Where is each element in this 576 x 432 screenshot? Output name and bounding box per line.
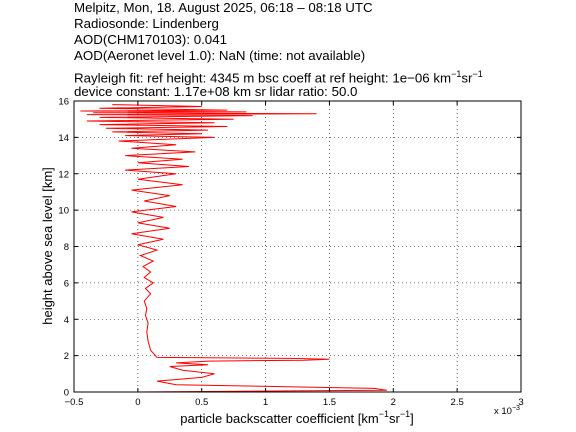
grid-lines [74, 101, 521, 392]
device-constant-line: device constant: 1.17e+08 km sr lidar ra… [74, 84, 358, 99]
y-axis-label: height above sea level [km] [40, 167, 55, 325]
x-label-base: particle backscatter coefficient [km [180, 411, 378, 426]
rayleigh-sup-1: −1 [451, 69, 462, 79]
x-label-sup-2: −1 [400, 409, 410, 419]
plot-frame [73, 100, 522, 393]
x-exponent-power: −3 [512, 405, 520, 412]
x-label-sup-1: −1 [379, 409, 389, 419]
rayleigh-fit-text: Rayleigh fit: ref height: 4345 m bsc coe… [74, 70, 452, 86]
series-group [80, 104, 387, 393]
y-tick-label: 4 [64, 315, 69, 326]
x-tick-label: 2.5 [451, 397, 464, 408]
x-tick-label: 1 [263, 397, 268, 408]
y-tick-label: 0 [64, 388, 69, 399]
y-tick-label: 8 [64, 242, 69, 253]
x-tick-label: 2 [391, 397, 396, 408]
rayleigh-sup-2: −1 [472, 69, 483, 79]
x-tick-label: 3 [518, 397, 523, 408]
x-label-sr: sr [389, 411, 401, 426]
x-tick-label: 1.5 [323, 397, 336, 408]
chart-title-line-1: Melpitz, Mon, 18. August 2025, 06:18 – 0… [74, 0, 373, 15]
y-tick-label: 2 [64, 351, 69, 362]
y-tick-label: 16 [58, 97, 69, 108]
y-tick-label: 10 [58, 206, 69, 217]
aod-chm-line: AOD(CHM170103): 0.041 [74, 32, 227, 47]
rayleigh-sr: sr [461, 70, 473, 86]
rayleigh-fit-line: Rayleigh fit: ref height: 4345 m bsc coe… [74, 66, 483, 86]
x-tick-label: 0 [135, 397, 140, 408]
radiosonde-line: Radiosonde: Lindenberg [74, 16, 219, 31]
x-label-end: ] [410, 411, 414, 426]
x-tick-label: −0.5 [65, 397, 84, 408]
backscatter-profile-line [80, 104, 387, 393]
y-tick-label: 14 [58, 133, 69, 144]
y-tick-label: 12 [58, 169, 69, 180]
y-tick-label: 6 [64, 278, 69, 289]
x-tick-label: 0.5 [195, 397, 208, 408]
x-exponent-base: x 10 [494, 406, 512, 417]
aod-aeronet-line: AOD(Aeronet level 1.0): NaN (time: not a… [74, 48, 366, 63]
x-axis-label: particle backscatter coefficient [km−1sr… [180, 409, 413, 426]
x-exponent-label: x 10−3 [494, 405, 520, 417]
